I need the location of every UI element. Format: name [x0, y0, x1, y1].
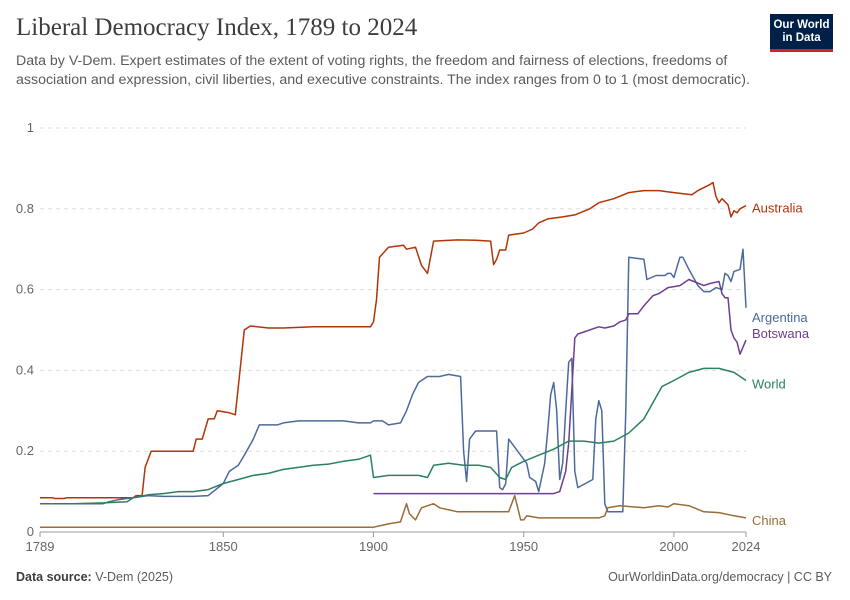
- logo-line-1: Our World: [773, 19, 830, 31]
- series-line-botswana: [373, 278, 747, 495]
- x-tick-label: 1900: [359, 539, 388, 554]
- data-source: Data source: V-Dem (2025): [16, 570, 173, 584]
- series-line-argentina: [40, 248, 747, 513]
- credit-link[interactable]: OurWorldinData.org/democracy | CC BY: [608, 570, 832, 584]
- chart-title: Liberal Democracy Index, 1789 to 2024: [16, 14, 418, 41]
- series-label-argentina: Argentina: [752, 310, 808, 325]
- x-tick-label: 2024: [732, 539, 761, 554]
- series-label-world: World: [752, 377, 786, 392]
- y-tick-label: 0.6: [16, 282, 34, 297]
- x-tick-label: 1850: [209, 539, 238, 554]
- x-tick-label: 2000: [659, 539, 688, 554]
- y-tick-label: 1: [27, 120, 34, 135]
- series-label-china: China: [752, 513, 787, 528]
- logo-line-2: in Data: [782, 32, 821, 44]
- series-line-australia: [40, 181, 747, 500]
- series-line-china: [40, 494, 747, 528]
- x-tick-label: 1950: [509, 539, 538, 554]
- y-tick-label: 0.2: [16, 443, 34, 458]
- x-tick-label: 1789: [26, 539, 55, 554]
- y-tick-label: 0.8: [16, 201, 34, 216]
- y-tick-label: 0.4: [16, 362, 34, 377]
- owid-logo[interactable]: Our World in Data: [770, 14, 833, 52]
- y-tick-label: 0: [27, 524, 34, 539]
- data-source-label: Data source:: [16, 570, 92, 584]
- series-line-world: [40, 367, 747, 505]
- data-source-value[interactable]: V-Dem (2025): [95, 570, 174, 584]
- series-label-australia: Australia: [752, 201, 803, 216]
- series-label-botswana: Botswana: [752, 326, 810, 341]
- chart-subtitle: Data by V-Dem. Expert estimates of the e…: [16, 53, 750, 88]
